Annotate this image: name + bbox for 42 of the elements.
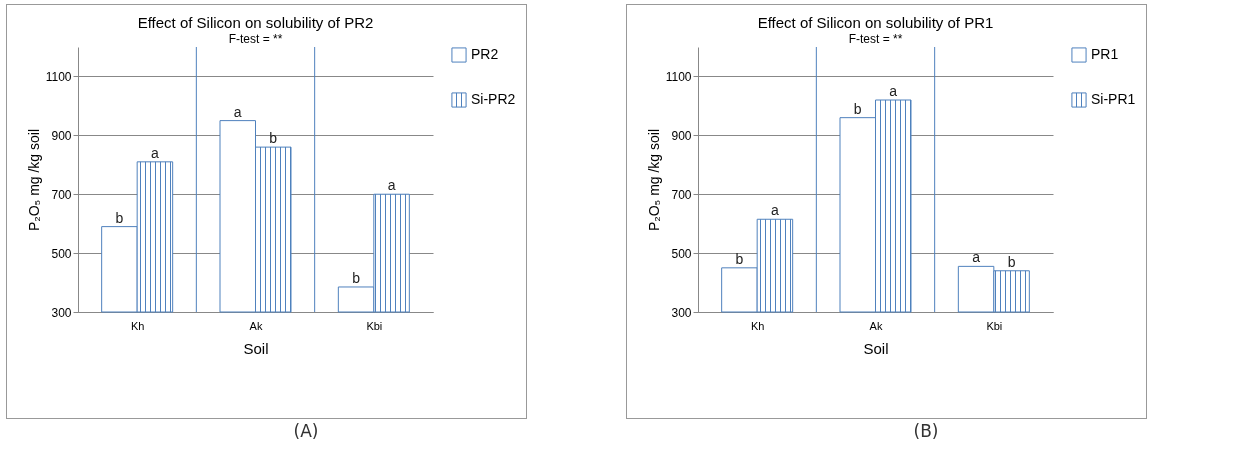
y-tick-label: 900 [51,128,72,143]
text: F-test = ** [228,31,283,46]
legend-label: Si-PR1 [1091,91,1136,107]
text: (A) [292,421,320,441]
y-tick-label: 1100 [665,69,692,84]
data-label: b [115,209,124,226]
data-label: b [735,250,744,267]
y-tick-label: 700 [671,187,692,202]
x-tick-label: Ak [249,319,263,332]
y-axis-title: P₂O₅ mg /kg soil [25,128,42,232]
x-tick-label: Kh [130,319,145,332]
data-label: b [269,130,278,147]
y-tick-label: 300 [671,305,692,320]
y-tick-label: 500 [51,246,72,261]
y-tick-label: 700 [51,187,72,202]
data-label: b [1007,253,1016,270]
data-label: b [352,269,361,286]
data-label: b [853,100,862,117]
chart-title: Effect of Silicon on solubility of PR1 [757,13,994,31]
legend-label: PR1 [1091,46,1119,62]
chart-title: Effect of Silicon on solubility of PR2 [137,13,374,31]
y-tick-label: 900 [671,128,692,143]
y-tick-label: 1100 [45,69,72,84]
x-tick-label: Kh [750,319,765,332]
x-tick-label: Ak [869,319,883,332]
data-label: a [889,83,898,99]
text: (B) [912,421,940,441]
data-label: a [387,177,396,194]
x-tick-label: Kbi [366,319,383,332]
data-label: a [771,202,780,219]
data-label: a [233,103,242,120]
x-axis-title: Soil [863,339,889,357]
text: F-test = ** [848,31,903,46]
y-axis-title: P₂O₅ mg /kg soil [645,128,662,232]
x-tick-label: Kbi [986,319,1003,332]
legend-label: Si-PR2 [471,91,516,107]
x-axis-title: Soil [243,339,269,357]
data-label: a [972,249,981,266]
y-tick-label: 500 [671,246,692,261]
data-label: a [151,144,160,161]
legend-label: PR2 [471,46,499,62]
y-tick-label: 300 [51,305,72,320]
